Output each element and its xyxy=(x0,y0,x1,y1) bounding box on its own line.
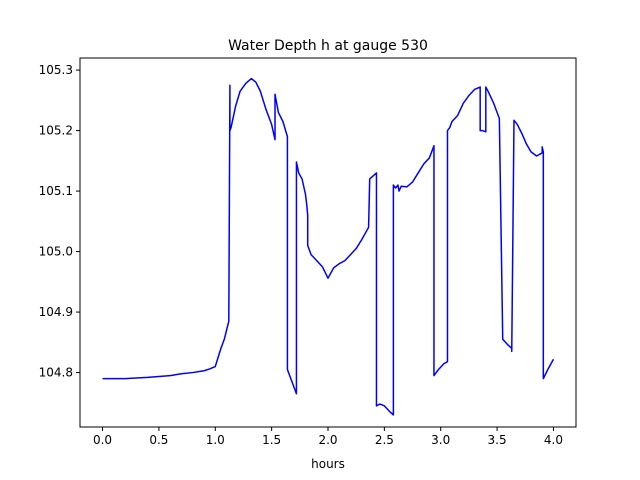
x-axis-ticks: 0.0 0.5 1.0 1.5 2.0 2.5 3.0 3.5 4.0 xyxy=(93,427,563,447)
y-tick-label: 105.3 xyxy=(39,63,73,77)
y-tick-label: 105.0 xyxy=(39,245,73,259)
y-tick-label: 105.2 xyxy=(39,124,73,138)
x-tick-label: 4.0 xyxy=(544,433,563,447)
y-tick-label: 104.9 xyxy=(39,305,73,319)
x-tick-label: 0.5 xyxy=(149,433,168,447)
x-tick-label: 1.5 xyxy=(262,433,281,447)
y-tick-label: 105.1 xyxy=(39,184,73,198)
x-tick-label: 2.5 xyxy=(375,433,394,447)
y-axis-ticks: 104.8 104.9 105.0 105.1 105.2 105.3 xyxy=(39,63,80,380)
series-line-0 xyxy=(102,77,555,416)
x-tick-label: 3.5 xyxy=(488,433,507,447)
series-layer xyxy=(102,77,555,416)
chart-title: Water Depth h at gauge 530 xyxy=(228,38,428,54)
x-axis-label: hours xyxy=(311,457,345,471)
y-tick-label: 104.8 xyxy=(39,366,73,380)
x-tick-label: 1.0 xyxy=(206,433,225,447)
x-tick-label: 2.0 xyxy=(318,433,337,447)
x-tick-label: 3.0 xyxy=(431,433,450,447)
x-tick-label: 0.0 xyxy=(93,433,112,447)
